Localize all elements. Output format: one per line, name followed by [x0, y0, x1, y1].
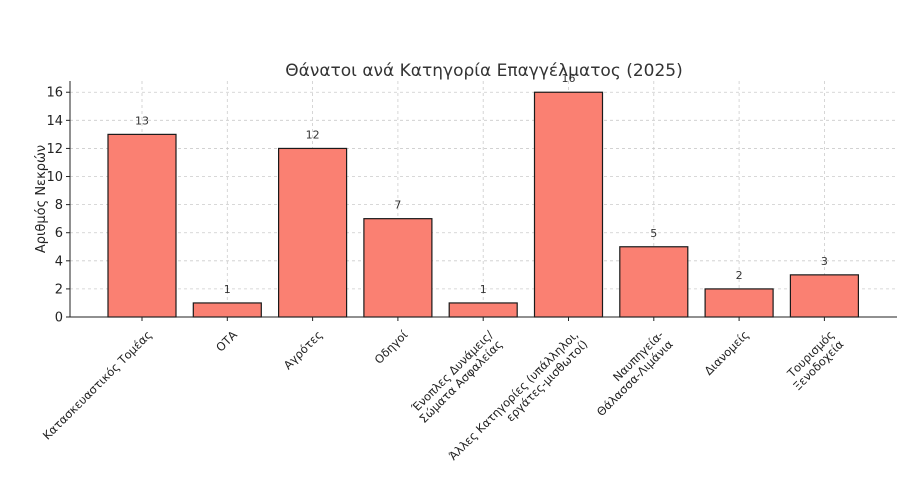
- data-label: 16: [562, 72, 576, 85]
- data-label: 2: [736, 269, 743, 282]
- y-tick-label: 6: [55, 226, 63, 241]
- y-tick-label: 8: [55, 198, 63, 213]
- y-tick-label: 12: [46, 142, 63, 157]
- x-tick-label: ΤουρισμόςΞενοδοχεία: [781, 327, 847, 393]
- y-tick-labels: 0 2 4 6 8 10 12 14 16: [46, 86, 63, 326]
- data-label: 1: [480, 283, 487, 296]
- data-label: 5: [650, 227, 657, 240]
- x-tick-label: Αγρότες: [281, 328, 325, 372]
- y-axis-label: Αριθμός Νεκρών: [34, 145, 49, 253]
- x-tick-label: Κατασκευαστικός Τομέας: [40, 328, 155, 443]
- bar: [448, 302, 518, 318]
- bar: [363, 218, 433, 318]
- x-tick-label: Οδηγοί: [372, 328, 411, 367]
- data-label: 7: [394, 199, 401, 212]
- x-tick-label: Διανομείς: [702, 328, 752, 378]
- data-labels: 13 1 12 7 1 16 5 2 3: [135, 72, 828, 296]
- bar: [789, 274, 860, 318]
- grid-lines: [70, 81, 897, 318]
- y-tick-label: 2: [55, 282, 63, 297]
- bars: [107, 91, 860, 318]
- y-tick-label: 10: [46, 170, 63, 185]
- y-tick-label: 4: [55, 254, 63, 269]
- bar: [107, 133, 177, 318]
- x-tick-labels: Κατασκευαστικός Τομέας ΟΤΑ Αγρότες ΟδηγοίΈν…: [40, 327, 847, 463]
- x-tick-label: Ναυπηγεία-Θάλασσα-Λιμάνια: [584, 327, 676, 419]
- axes: [66, 81, 897, 321]
- bar: [704, 288, 774, 318]
- y-tick-label: 0: [55, 311, 63, 326]
- data-label: 3: [821, 255, 828, 268]
- bar: [619, 246, 689, 318]
- data-label: 1: [224, 283, 231, 296]
- y-tick-label: 16: [46, 86, 63, 101]
- y-tick-label: 14: [46, 114, 63, 129]
- chart-title: Θάνατοι ανά Κατηγορία Επαγγέλματος (2025…: [285, 61, 683, 81]
- bar: [278, 147, 348, 318]
- data-label: 12: [306, 128, 320, 141]
- bar: [192, 302, 262, 318]
- bar: [533, 91, 604, 318]
- data-label: 13: [135, 114, 149, 127]
- x-tick-label: ΟΤΑ: [213, 328, 240, 355]
